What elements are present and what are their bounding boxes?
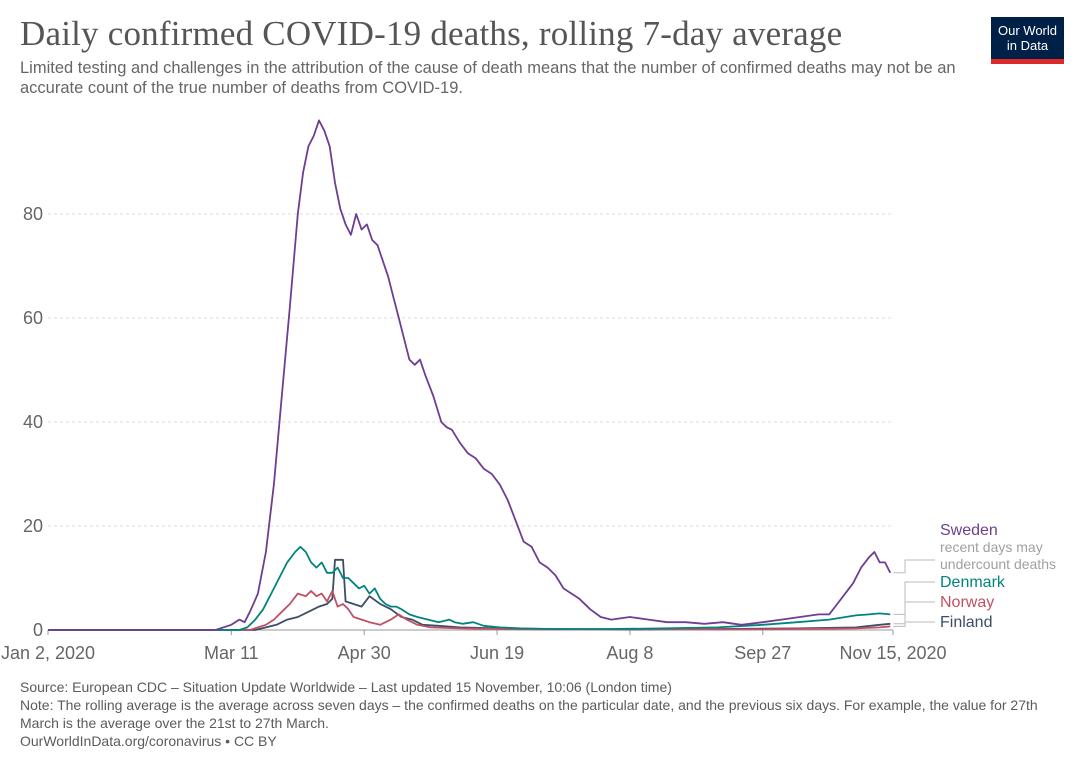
source-text: Source: European CDC – Situation Update … (20, 679, 672, 695)
logo-line-2: in Data (1006, 38, 1049, 53)
y-tick-label: 80 (23, 204, 43, 224)
y-axis: 0 20 40 60 80 (23, 204, 43, 640)
footer-link[interactable]: OurWorldInData.org/coronavirus • CC BY (20, 733, 277, 749)
x-tick-label: Jan 2, 2020 (1, 643, 95, 663)
series-line-denmark[interactable] (48, 545, 891, 631)
x-tick-label: Nov 15, 2020 (839, 643, 946, 663)
x-tick-label: Mar 11 (204, 643, 259, 663)
gridlines (48, 213, 893, 527)
label-connector (893, 581, 935, 615)
x-tick-label: Jun 19 (470, 643, 524, 663)
chart-title: Daily confirmed COVID-19 deaths, rolling… (20, 14, 843, 53)
y-tick-label: 40 (23, 412, 43, 432)
y-tick-label: 20 (23, 516, 43, 536)
series-note: undercount deaths (940, 556, 1056, 572)
series-line-sweden[interactable] (48, 119, 892, 631)
x-axis: Jan 2, 2020 Mar 11 Apr 30 Jun 19 Aug 8 Sep 27… (1, 629, 947, 663)
series-lines (48, 119, 892, 631)
y-tick-label: 0 (33, 620, 43, 640)
x-tick-label: Aug 8 (606, 643, 653, 663)
logo-line-1: Our World (998, 23, 1057, 38)
series-note: recent days may (940, 539, 1043, 555)
y-tick-label: 60 (23, 308, 43, 328)
x-tick-label: Apr 30 (338, 643, 391, 663)
series-line-finland[interactable] (48, 558, 891, 631)
label-connector (893, 621, 935, 625)
series-label-finland: Finland (940, 614, 992, 631)
series-label-denmark: Denmark (940, 574, 1006, 591)
chart-subtitle: Limited testing and challenges in the at… (20, 59, 956, 97)
series-label-norway: Norway (940, 594, 994, 611)
note-text: Note: The rolling average is the average… (20, 697, 1038, 731)
x-tick-label: Sep 27 (734, 643, 791, 663)
series-label-sweden: Sweden (940, 522, 998, 539)
footer: Source: European CDC – Situation Update … (20, 678, 1070, 750)
owid-logo[interactable]: Our World in Data (991, 17, 1064, 64)
label-connector (893, 601, 935, 627)
label-connector (893, 559, 935, 574)
